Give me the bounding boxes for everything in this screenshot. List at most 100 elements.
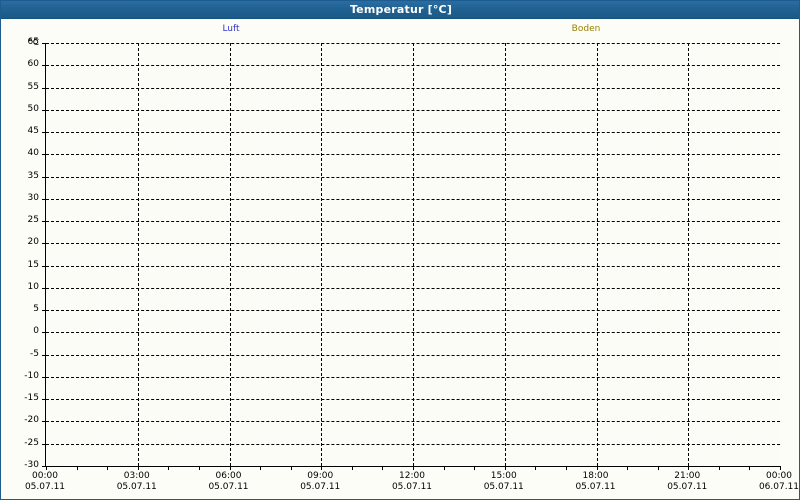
y-axis-tick — [42, 354, 46, 356]
y-axis-tick-label: 60 — [27, 59, 39, 70]
x-axis-tick — [443, 466, 445, 470]
window-title-bar: Temperatur [°C] — [1, 1, 799, 19]
x-axis-date: 05.07.11 — [483, 482, 524, 492]
y-axis-tick — [42, 421, 46, 423]
y-axis-tick — [42, 198, 46, 200]
y-axis-tick-label: -25 — [24, 437, 39, 448]
x-axis-time: 03:00 — [123, 471, 150, 481]
y-axis-tick-label: 55 — [27, 81, 39, 92]
x-axis-time: 09:00 — [307, 471, 334, 481]
x-axis-tick — [596, 466, 598, 470]
x-axis-time: 06:00 — [215, 471, 242, 481]
y-axis-tick-label: 65 — [27, 37, 39, 47]
y-axis-tick — [42, 87, 46, 89]
x-gridline — [137, 43, 139, 466]
y-axis-labels: 65 60 55 50 45 40 35 30 25 20 15 10 5 0 -5 -10 -15 -20 -25… — [1, 1, 39, 499]
x-axis-date: 05.07.11 — [667, 482, 708, 492]
x-axis-tick-label: 21:00 05.07.11 — [652, 471, 722, 493]
x-axis-tick — [229, 466, 231, 470]
y-axis-tick-label: -5 — [30, 348, 39, 359]
y-axis-tick-label: 50 — [27, 103, 39, 114]
y-axis-tick — [42, 221, 46, 223]
y-axis-tick-label: 15 — [27, 259, 39, 270]
y-axis-tick — [42, 399, 46, 401]
y-axis-tick — [42, 109, 46, 111]
x-axis-tick — [504, 466, 506, 470]
legend-item-luft: Luft — [222, 24, 240, 34]
x-axis-date: 05.07.11 — [208, 482, 249, 492]
x-axis-date: 05.07.11 — [391, 482, 433, 492]
x-axis-tick — [627, 466, 629, 470]
x-axis-tick-label: 18:00 05.07.11 — [561, 471, 631, 493]
x-axis-tick — [351, 466, 353, 470]
x-axis-tick — [565, 466, 567, 470]
page-title: Temperatur [°C] — [349, 3, 453, 16]
x-axis-date: 05.07.11 — [300, 482, 341, 492]
y-axis-tick — [42, 310, 46, 312]
x-axis-tick — [474, 466, 476, 470]
x-axis-tick — [382, 466, 384, 470]
x-axis-tick — [321, 466, 323, 470]
x-axis-date: 06.07.11 — [758, 482, 800, 492]
y-axis-tick-label: -15 — [24, 393, 39, 404]
x-axis-tick-label: 03:00 05.07.11 — [102, 471, 172, 493]
legend-item-boden: Boden — [571, 24, 601, 34]
y-axis-tick — [42, 466, 46, 467]
x-gridline — [504, 43, 506, 466]
x-axis-tick — [290, 466, 292, 470]
x-axis-tick-label: 00:00 05.07.11 — [10, 471, 80, 493]
x-axis-tick-label: 09:00 05.07.11 — [285, 471, 355, 493]
y-axis-tick — [42, 43, 46, 44]
x-gridline — [229, 43, 231, 466]
x-axis-tick — [718, 466, 720, 470]
x-axis-time: 18:00 — [582, 471, 609, 481]
y-axis-tick — [42, 132, 46, 134]
y-axis-tick — [42, 376, 46, 378]
y-axis-tick — [42, 265, 46, 267]
x-axis-tick — [688, 466, 690, 470]
y-axis-tick — [42, 65, 46, 67]
x-axis-time: 15:00 — [490, 471, 517, 481]
x-axis-tick — [413, 466, 414, 470]
x-axis-tick — [535, 466, 537, 470]
x-axis-time: 00:00 — [766, 471, 792, 481]
y-axis-tick-label: 25 — [27, 215, 39, 226]
x-axis-tick-label: 15:00 05.07.11 — [469, 471, 539, 493]
x-axis-time: 21:00 — [674, 471, 701, 481]
y-axis-tick-label: 30 — [27, 192, 39, 203]
x-axis-tick — [76, 466, 78, 470]
x-axis-date: 05.07.11 — [24, 482, 66, 492]
y-axis-unit-label: °C — [28, 38, 39, 48]
x-gridline — [596, 43, 598, 466]
y-axis-tick-label: 20 — [27, 237, 39, 248]
y-axis-tick — [42, 154, 46, 156]
y-axis-tick-label: -30 — [24, 460, 39, 470]
x-gridline — [321, 43, 323, 466]
x-gridline — [688, 43, 690, 466]
y-axis-tick-label: 10 — [27, 281, 39, 292]
x-axis-tick — [657, 466, 659, 470]
y-axis-tick-label: 35 — [27, 170, 39, 181]
x-axis-tick-label: 12:00 05.07.11 — [377, 471, 447, 493]
plot-area — [42, 43, 781, 470]
y-axis-tick — [42, 243, 46, 245]
x-axis-tick-label: 06:00 05.07.11 — [194, 471, 264, 493]
y-axis-tick-label: -10 — [24, 370, 39, 381]
x-axis-tick — [749, 466, 751, 470]
x-axis-time: 12:00 — [399, 471, 425, 481]
y-axis-tick-label: 40 — [27, 148, 39, 159]
x-axis-time: 00:00 — [32, 471, 58, 481]
y-axis-tick-label: -20 — [24, 415, 39, 426]
y-axis-tick — [42, 287, 46, 289]
x-axis-tick — [168, 466, 170, 470]
x-axis-tick — [780, 466, 781, 470]
x-axis-tick — [107, 466, 109, 470]
x-axis-tick — [137, 466, 139, 470]
x-gridline — [413, 43, 414, 466]
y-axis-tick-label: 0 — [33, 326, 39, 337]
x-axis-date: 05.07.11 — [575, 482, 616, 492]
y-axis-tick-label: 5 — [33, 304, 39, 315]
y-axis-tick — [42, 443, 46, 445]
